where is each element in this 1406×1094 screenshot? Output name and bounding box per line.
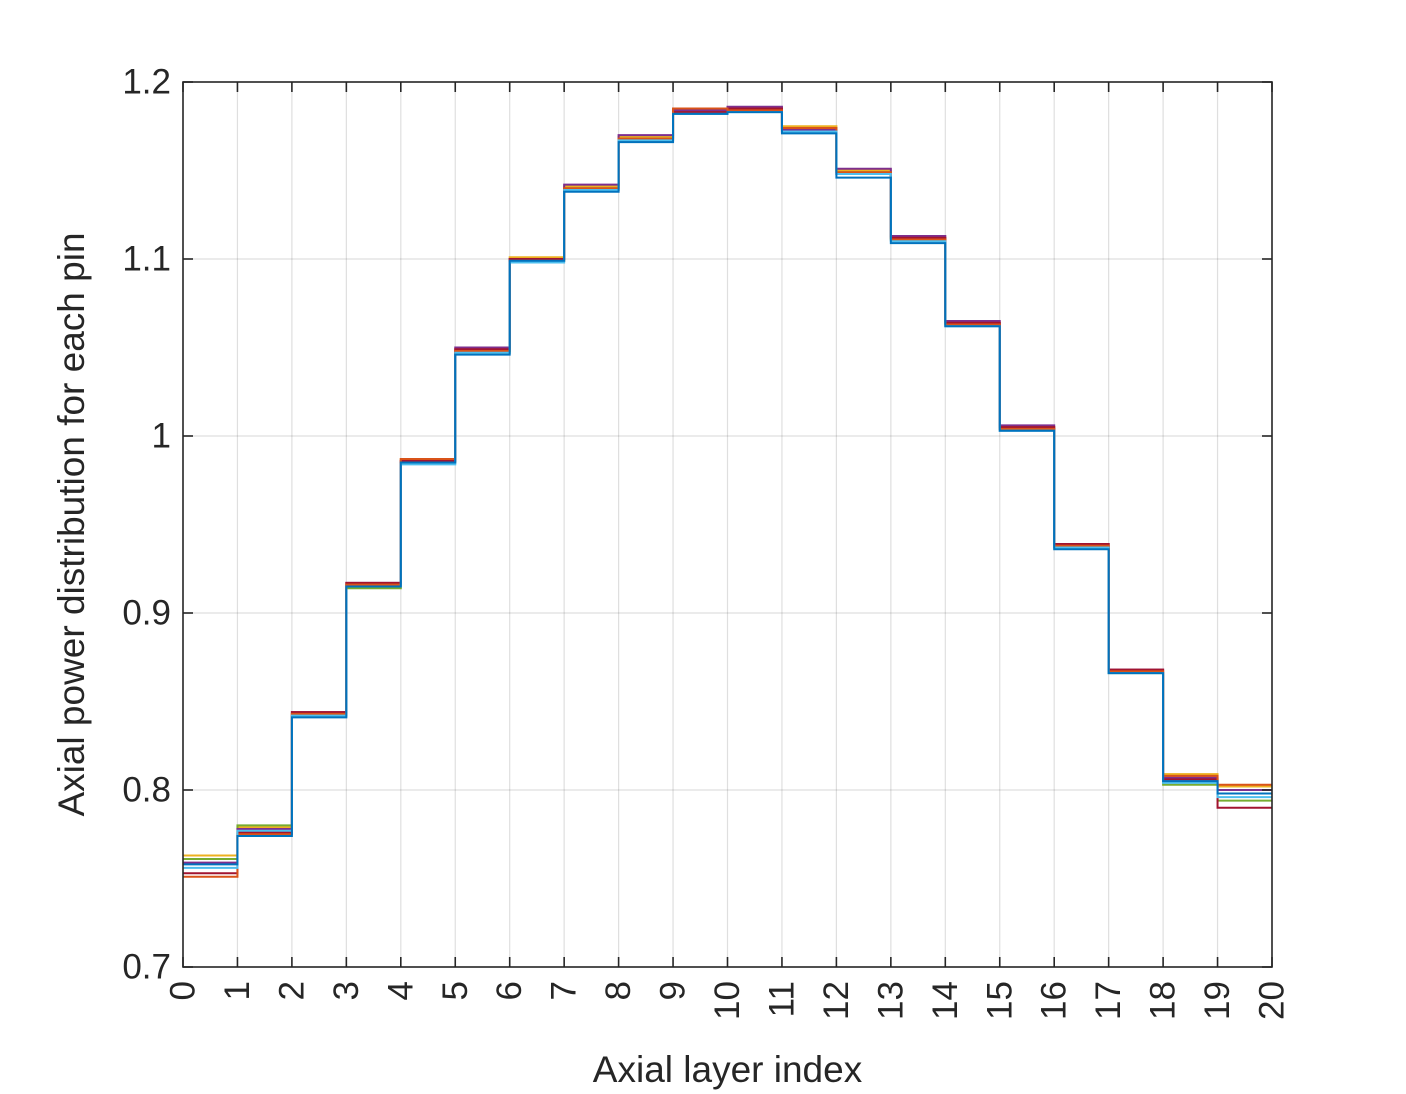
y-tick-label: 0.8	[122, 771, 171, 810]
y-tick-label: 0.7	[122, 948, 171, 987]
series-line-5	[183, 107, 1272, 878]
x-tick-label: 13	[871, 981, 910, 1020]
x-tick-label: 10	[708, 981, 747, 1020]
x-tick-label: 2	[272, 981, 311, 1000]
x-tick-label: 0	[164, 981, 203, 1000]
y-axis-label: Axial power distribution for each pin	[51, 232, 92, 816]
x-tick-label: 3	[327, 981, 366, 1000]
x-tick-label: 6	[490, 981, 529, 1000]
y-tick-label: 1	[152, 417, 171, 456]
x-tick-label: 15	[980, 981, 1019, 1020]
y-tick-label: 0.9	[122, 594, 171, 633]
x-tick-label: 12	[817, 981, 856, 1020]
x-tick-label: 9	[654, 981, 693, 1000]
series-line-7	[183, 111, 1272, 866]
x-tick-label: 1	[218, 981, 257, 1000]
x-tick-label: 17	[1089, 981, 1128, 1020]
series-group	[183, 105, 1272, 878]
x-tick-label: 4	[381, 981, 420, 1000]
plot-background	[183, 82, 1272, 967]
x-tick-label: 8	[599, 981, 638, 1000]
x-tick-label: 14	[926, 981, 965, 1020]
x-tick-label: 16	[1035, 981, 1074, 1020]
y-tick-label: 1.2	[122, 63, 171, 102]
grid	[182, 81, 1273, 968]
y-tick-labels: 0.7 0.8 0.9 1 1.1 1.2	[122, 63, 171, 987]
x-tick-label: 11	[762, 981, 801, 1017]
x-tick-label: 7	[545, 981, 584, 1000]
y-tick-label: 1.1	[122, 240, 171, 279]
x-tick-label: 18	[1144, 981, 1183, 1020]
x-tick-label: 20	[1253, 981, 1292, 1020]
x-tick-labels: 0 1 2 3 4 5 6 7 8 9 10 11 12 13 14 15 16 17 18 19 20	[164, 981, 1292, 1020]
ticks	[182, 81, 1273, 968]
x-tick-label: 5	[436, 981, 475, 1000]
x-axis-label: Axial layer index	[593, 1049, 863, 1090]
x-tick-label: 19	[1198, 981, 1237, 1020]
